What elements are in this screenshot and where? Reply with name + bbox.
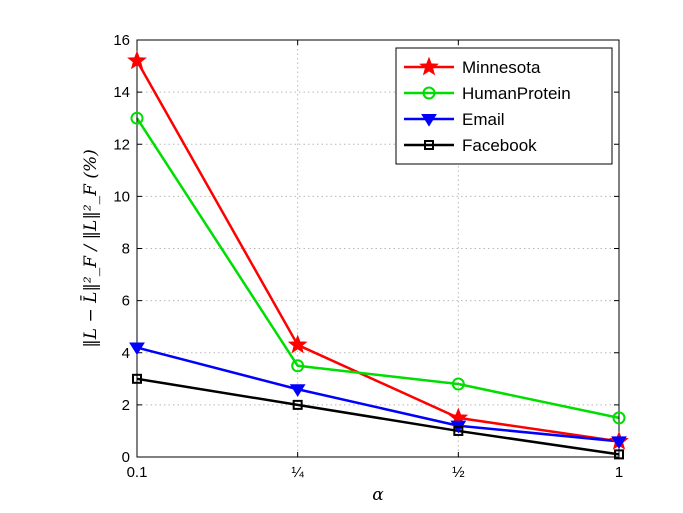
series-line bbox=[135, 117, 620, 420]
circle-marker bbox=[612, 411, 626, 425]
legend-label: HumanProtein bbox=[462, 84, 571, 103]
y-tick-label: 2 bbox=[122, 397, 130, 414]
series-lines bbox=[135, 60, 620, 456]
square-marker bbox=[292, 399, 303, 410]
legend-label: Minnesota bbox=[462, 58, 541, 77]
y-tick-label: 12 bbox=[113, 136, 130, 153]
circle-marker-legend bbox=[422, 86, 436, 100]
series-line bbox=[135, 60, 620, 443]
series-markers bbox=[127, 50, 629, 460]
circle-marker bbox=[451, 377, 465, 391]
y-tick-label: 6 bbox=[122, 293, 130, 310]
y-axis-label: ‖L − L̄‖²_F / ‖L‖²_F (%) bbox=[79, 149, 101, 348]
triangle-down-marker bbox=[611, 436, 627, 449]
star-marker bbox=[287, 334, 308, 354]
x-tick-label: 0.1 bbox=[127, 464, 148, 481]
square-marker-legend bbox=[424, 140, 434, 150]
y-tick-label: 0 bbox=[122, 449, 130, 466]
series-line bbox=[136, 377, 620, 456]
x-tick-label: 1 bbox=[615, 464, 623, 481]
square-marker bbox=[453, 425, 464, 436]
y-tick-label: 16 bbox=[113, 32, 130, 49]
square-marker bbox=[614, 449, 624, 460]
series-line bbox=[136, 346, 620, 443]
triangle-down-marker-legend bbox=[421, 113, 437, 127]
legend-label: Facebook bbox=[462, 136, 537, 155]
x-axis-label: α bbox=[372, 485, 384, 505]
x-tick-label: ¼ bbox=[291, 464, 304, 481]
triangle-down-marker bbox=[289, 384, 306, 397]
legend: Minnesota HumanProtein Email Facebook bbox=[395, 47, 613, 165]
axis-ticks bbox=[136, 39, 620, 458]
tick-labels: 0 2 4 6 8 10 12 14 16 0.1 ¼ ½ 1 bbox=[113, 32, 623, 481]
square-marker bbox=[132, 373, 142, 384]
triangle-down-marker bbox=[129, 342, 145, 356]
star-marker-legend bbox=[419, 56, 439, 76]
circle-marker bbox=[291, 359, 305, 373]
x-tick-label: ½ bbox=[452, 464, 465, 481]
y-tick-label: 14 bbox=[113, 84, 130, 101]
legend-label: Email bbox=[462, 110, 505, 129]
y-tick-label: 4 bbox=[122, 345, 130, 362]
y-tick-label: 10 bbox=[113, 188, 130, 205]
y-tick-label: 8 bbox=[122, 241, 130, 258]
star-marker bbox=[127, 50, 147, 70]
circle-marker bbox=[130, 111, 144, 125]
